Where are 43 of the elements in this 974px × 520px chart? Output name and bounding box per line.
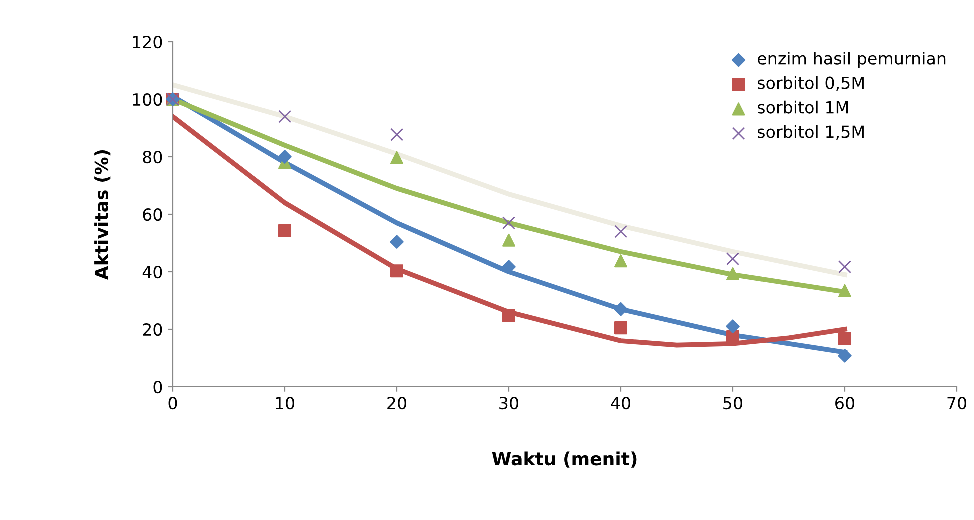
legend-label: enzim hasil pemurnian	[758, 52, 946, 68]
point	[502, 216, 516, 230]
x-tick-label: 70	[948, 397, 966, 410]
x-tick-label: 30	[500, 397, 518, 410]
y-tick-label: 120	[133, 36, 162, 49]
point	[838, 284, 852, 298]
x-axis-title: Waktu (menit)	[492, 452, 637, 468]
point	[838, 260, 852, 274]
point	[390, 264, 404, 278]
point	[614, 322, 628, 335]
legend-label: sorbitol 1,5M	[758, 125, 864, 140]
y-tick-label: 100	[133, 93, 162, 106]
legend-label: sorbitol 0,5M	[758, 76, 864, 92]
point	[390, 128, 404, 142]
point	[726, 268, 740, 281]
point	[390, 151, 404, 164]
y-tick-label: 60	[143, 208, 162, 222]
point	[838, 349, 852, 363]
x-tick-label: 10	[276, 397, 294, 410]
legend-label: sorbitol 1M	[758, 100, 848, 114]
x-tick-label: 50	[724, 397, 742, 410]
y-tick-label: 0	[154, 380, 162, 394]
point	[726, 320, 740, 334]
point	[502, 234, 516, 247]
point	[614, 302, 628, 316]
point	[278, 224, 292, 238]
x-tick-label: 40	[611, 397, 630, 410]
y-axis-title: Aktivitas (%)	[94, 150, 111, 280]
point	[614, 254, 628, 268]
point	[502, 309, 516, 322]
y-tick-label: 20	[143, 323, 162, 336]
point	[278, 150, 292, 164]
point	[726, 252, 740, 266]
point	[278, 110, 292, 124]
y-tick-label: 80	[143, 150, 162, 164]
x-tick-label: 0	[168, 397, 178, 410]
x-tick-label: 60	[836, 397, 854, 410]
y-tick-label: 40	[142, 266, 162, 279]
point	[726, 330, 740, 344]
point	[838, 332, 852, 346]
point	[390, 235, 404, 250]
point	[614, 225, 628, 238]
x-tick-label: 20	[388, 397, 406, 410]
